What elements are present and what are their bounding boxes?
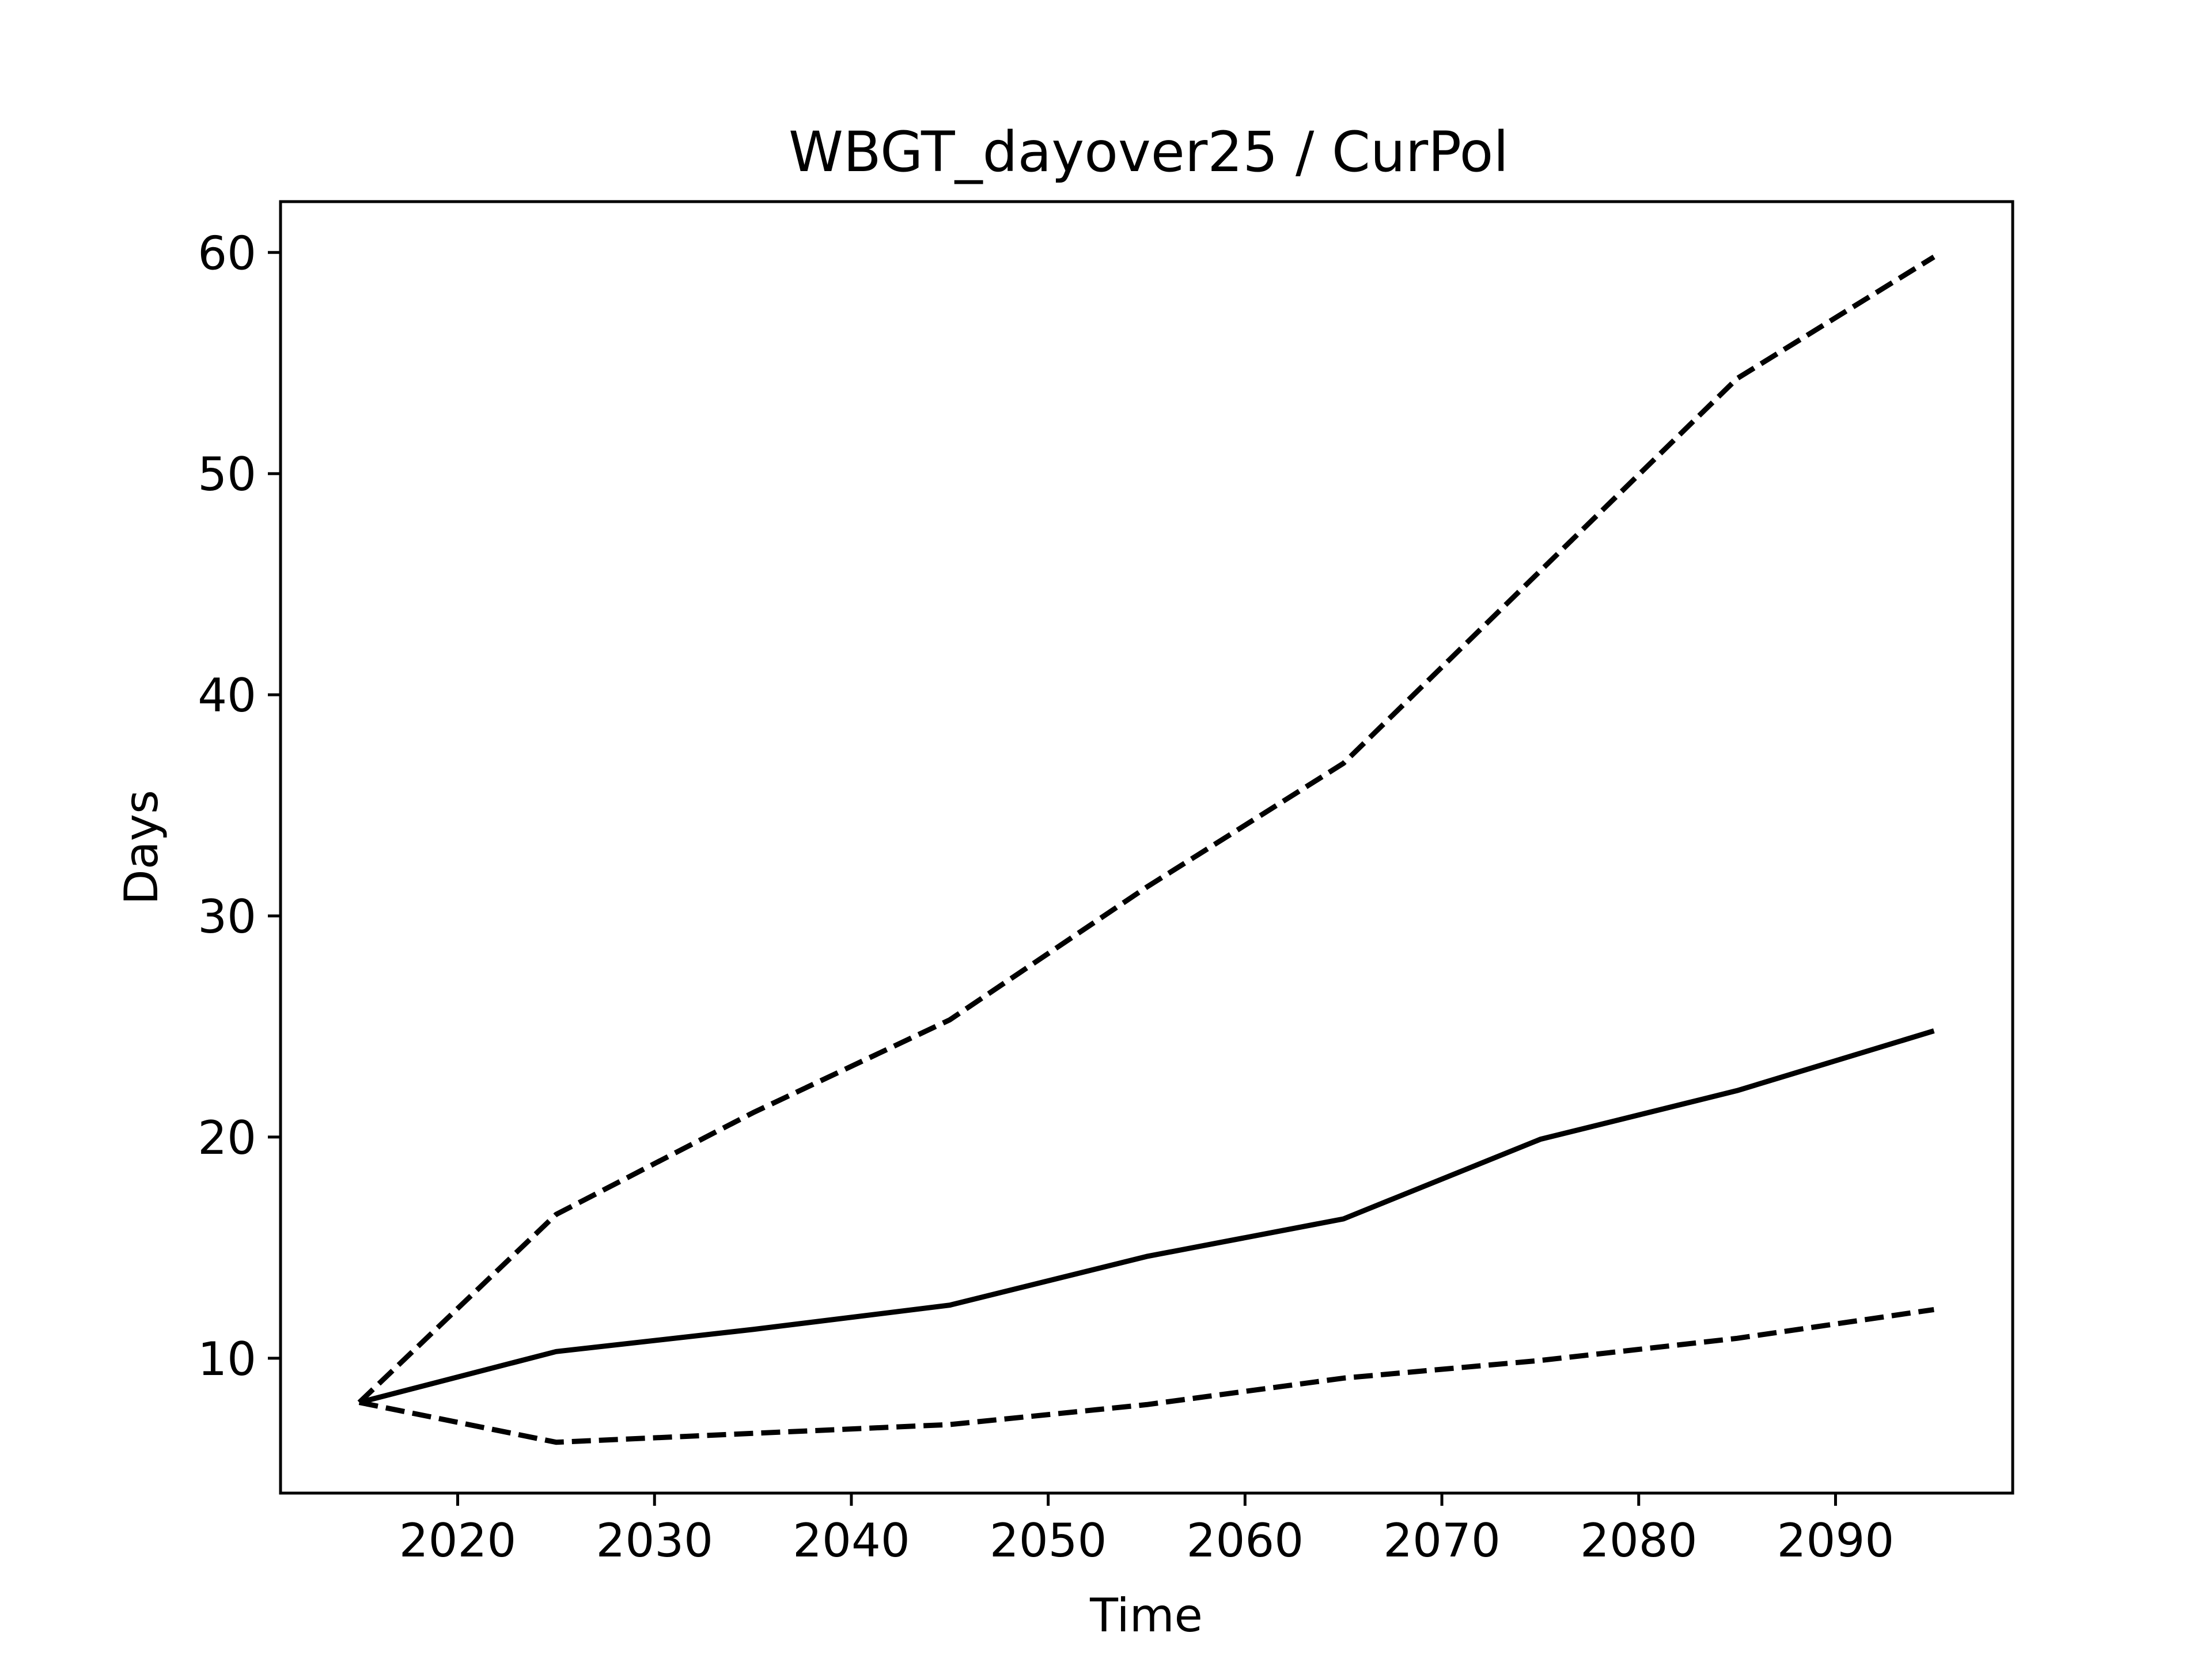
y-tick-label: 50 xyxy=(198,448,256,501)
x-tick-label: 2040 xyxy=(793,1514,910,1567)
y-axis: 10 20 30 40 50 60 xyxy=(198,226,281,1386)
plot-area xyxy=(357,255,1936,1445)
plot-frame xyxy=(279,200,2014,1495)
series-line-1 xyxy=(358,1028,1935,1405)
x-tick-label: 2020 xyxy=(399,1514,517,1567)
x-tick-label: 2090 xyxy=(1777,1514,1895,1567)
x-axis: 2020 2030 2040 2050 2060 2070 2080 2090 xyxy=(399,1493,1895,1567)
y-tick-label: 10 xyxy=(198,1332,256,1386)
x-tick-label: 2070 xyxy=(1383,1514,1501,1567)
series-line-3 xyxy=(358,1306,1934,1445)
x-tick-label: 2060 xyxy=(1187,1514,1304,1567)
x-tick-label: 2080 xyxy=(1580,1514,1698,1567)
y-tick-label: 20 xyxy=(198,1111,256,1165)
series-line-2 xyxy=(357,255,1936,1404)
x-tick-label: 2050 xyxy=(990,1514,1107,1567)
x-tick-label: 2030 xyxy=(596,1514,713,1567)
y-axis-label: Days xyxy=(115,790,168,905)
y-tick-label: 60 xyxy=(198,226,256,280)
x-axis-label: Time xyxy=(1089,1589,1203,1642)
y-tick-label: 40 xyxy=(198,669,256,722)
y-tick-label: 30 xyxy=(198,890,256,944)
chart-title: WBGT_dayover25 / CurPol xyxy=(789,120,1509,184)
